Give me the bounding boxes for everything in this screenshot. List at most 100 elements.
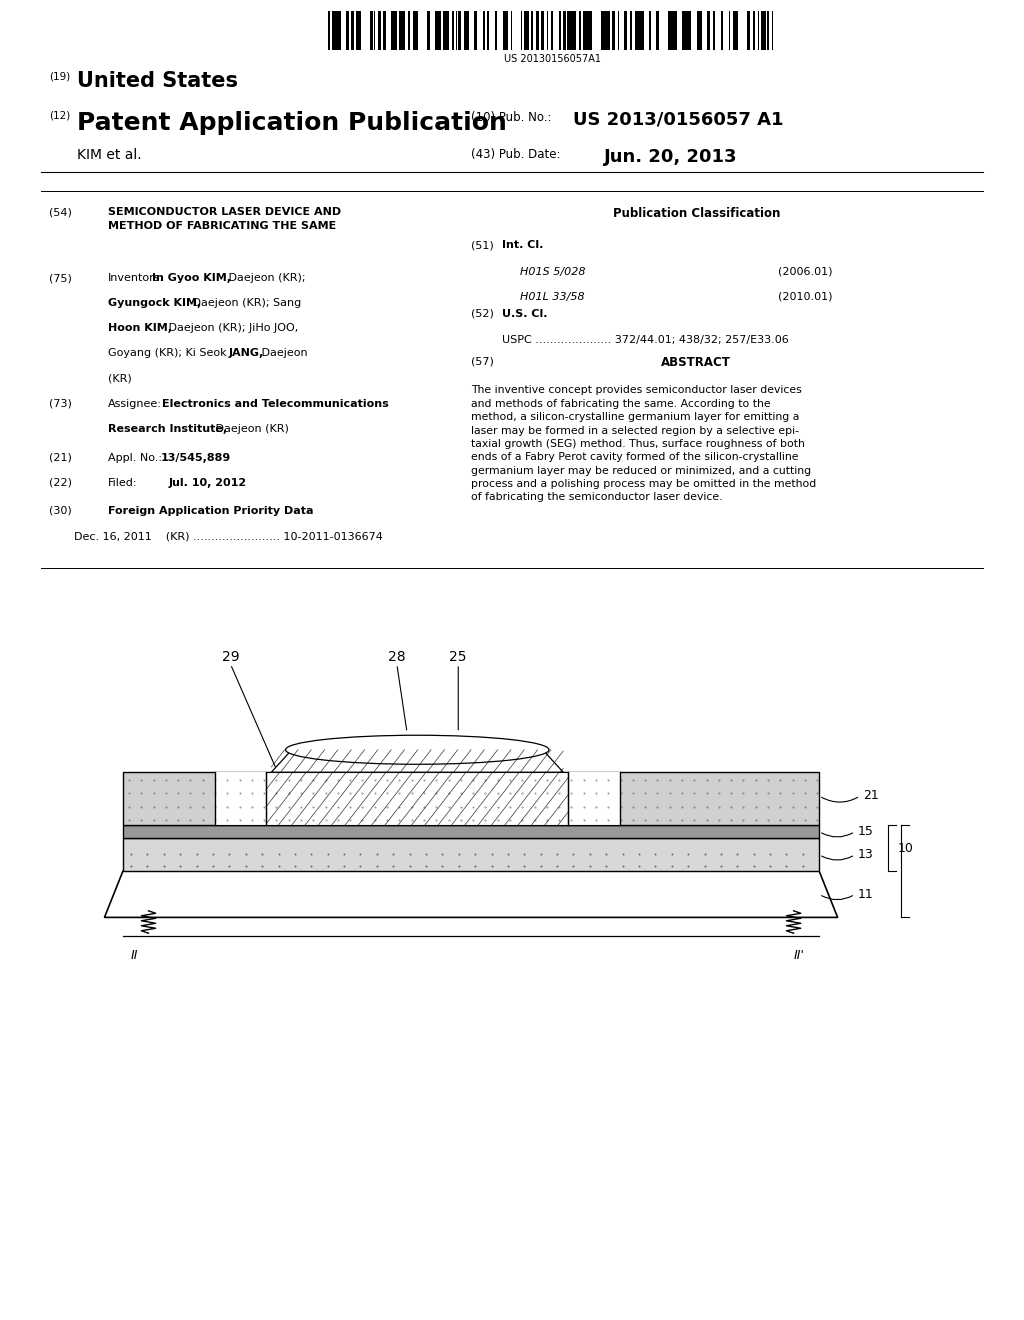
Polygon shape <box>271 750 563 772</box>
Text: In Gyoo KIM,: In Gyoo KIM, <box>152 273 230 284</box>
Bar <box>635 11 644 50</box>
Bar <box>656 11 658 50</box>
Text: Dec. 16, 2011    (KR) ........................ 10-2011-0136674: Dec. 16, 2011 (KR) .....................… <box>74 532 383 543</box>
Bar <box>696 11 701 50</box>
Bar <box>370 11 373 50</box>
Text: (54): (54) <box>49 207 72 218</box>
Text: 21: 21 <box>863 789 879 803</box>
Bar <box>530 11 534 50</box>
Text: 29: 29 <box>221 649 240 664</box>
Text: Daejeon (KR);: Daejeon (KR); <box>225 273 306 284</box>
Text: Patent Application Publication: Patent Application Publication <box>77 111 507 135</box>
Text: Foreign Application Priority Data: Foreign Application Priority Data <box>108 506 313 516</box>
Bar <box>435 11 440 50</box>
Text: 25: 25 <box>450 649 467 664</box>
Bar <box>563 11 565 50</box>
Bar <box>748 11 750 50</box>
Text: H01S 5/028: H01S 5/028 <box>520 267 586 277</box>
Text: (KR): (KR) <box>108 374 131 384</box>
Bar <box>682 11 691 50</box>
Text: United States: United States <box>77 71 238 91</box>
Bar <box>482 11 485 50</box>
Bar <box>456 11 457 50</box>
Text: II': II' <box>794 949 805 962</box>
Bar <box>600 11 609 50</box>
Bar <box>391 11 396 50</box>
Text: Daejeon (KR); JiHo JOO,: Daejeon (KR); JiHo JOO, <box>165 323 298 334</box>
Bar <box>542 11 544 50</box>
Bar <box>215 772 266 825</box>
Bar <box>767 11 769 50</box>
Bar <box>123 838 819 871</box>
Bar <box>630 11 633 50</box>
Bar <box>459 11 461 50</box>
Text: Research Institute,: Research Institute, <box>108 424 226 434</box>
Text: Electronics and Telecommunications: Electronics and Telecommunications <box>162 399 388 409</box>
Text: (19): (19) <box>49 71 71 82</box>
Text: KIM et al.: KIM et al. <box>77 148 141 162</box>
Bar <box>568 772 620 825</box>
Text: Goyang (KR); Ki Seok: Goyang (KR); Ki Seok <box>108 348 229 359</box>
Bar <box>758 11 760 50</box>
Bar <box>413 11 419 50</box>
Text: Filed:: Filed: <box>108 478 137 488</box>
Text: (51): (51) <box>471 240 494 251</box>
Text: Assignee:: Assignee: <box>108 399 162 409</box>
Text: US 2013/0156057 A1: US 2013/0156057 A1 <box>573 111 784 129</box>
Bar <box>474 11 477 50</box>
Bar <box>123 825 819 838</box>
Bar <box>733 11 738 50</box>
Bar <box>378 11 381 50</box>
Bar <box>408 11 411 50</box>
Text: Daejeon (KR): Daejeon (KR) <box>212 424 289 434</box>
Bar <box>123 772 819 825</box>
Bar <box>399 11 404 50</box>
Text: Hoon KIM,: Hoon KIM, <box>108 323 171 334</box>
Bar <box>721 11 724 50</box>
Polygon shape <box>104 871 838 917</box>
Text: (73): (73) <box>49 399 72 409</box>
Bar <box>617 11 618 50</box>
Bar <box>266 772 568 825</box>
Text: Daejeon: Daejeon <box>258 348 307 359</box>
Bar <box>443 11 449 50</box>
Text: (10) Pub. No.:: (10) Pub. No.: <box>471 111 552 124</box>
Text: Gyungock KIM,: Gyungock KIM, <box>108 298 201 309</box>
Text: The inventive concept provides semiconductor laser devices
and methods of fabric: The inventive concept provides semicondu… <box>471 385 816 503</box>
Bar <box>761 11 766 50</box>
Bar <box>551 11 553 50</box>
Text: SEMICONDUCTOR LASER DEVICE AND
METHOD OF FABRICATING THE SAME: SEMICONDUCTOR LASER DEVICE AND METHOD OF… <box>108 207 341 231</box>
Bar <box>351 11 354 50</box>
Text: U.S. Cl.: U.S. Cl. <box>502 309 547 319</box>
Bar <box>464 11 469 50</box>
Bar <box>583 11 592 50</box>
Text: JANG,: JANG, <box>228 348 263 359</box>
Bar <box>567 11 575 50</box>
Bar <box>346 11 349 50</box>
Text: 11: 11 <box>858 888 873 900</box>
Text: USPC ..................... 372/44.01; 438/32; 257/E33.06: USPC ..................... 372/44.01; 43… <box>502 335 788 346</box>
Bar <box>579 11 582 50</box>
Bar <box>332 11 341 50</box>
Bar <box>729 11 730 50</box>
Text: Jul. 10, 2012: Jul. 10, 2012 <box>169 478 247 488</box>
Bar <box>503 11 508 50</box>
Text: 10: 10 <box>898 842 914 854</box>
Text: (52): (52) <box>471 309 494 319</box>
Bar <box>486 11 489 50</box>
Text: H01L 33/58: H01L 33/58 <box>520 292 585 302</box>
Text: 28: 28 <box>388 649 406 664</box>
Bar <box>547 11 548 50</box>
Text: 15: 15 <box>858 825 874 838</box>
Text: (57): (57) <box>471 356 494 367</box>
Bar <box>625 11 627 50</box>
Bar <box>771 11 773 50</box>
Text: (75): (75) <box>49 273 72 284</box>
Bar <box>753 11 756 50</box>
Ellipse shape <box>286 735 549 764</box>
Text: (43) Pub. Date:: (43) Pub. Date: <box>471 148 560 161</box>
Text: Inventors:: Inventors: <box>108 273 164 284</box>
Bar <box>668 11 677 50</box>
Bar <box>521 11 522 50</box>
Bar <box>511 11 512 50</box>
